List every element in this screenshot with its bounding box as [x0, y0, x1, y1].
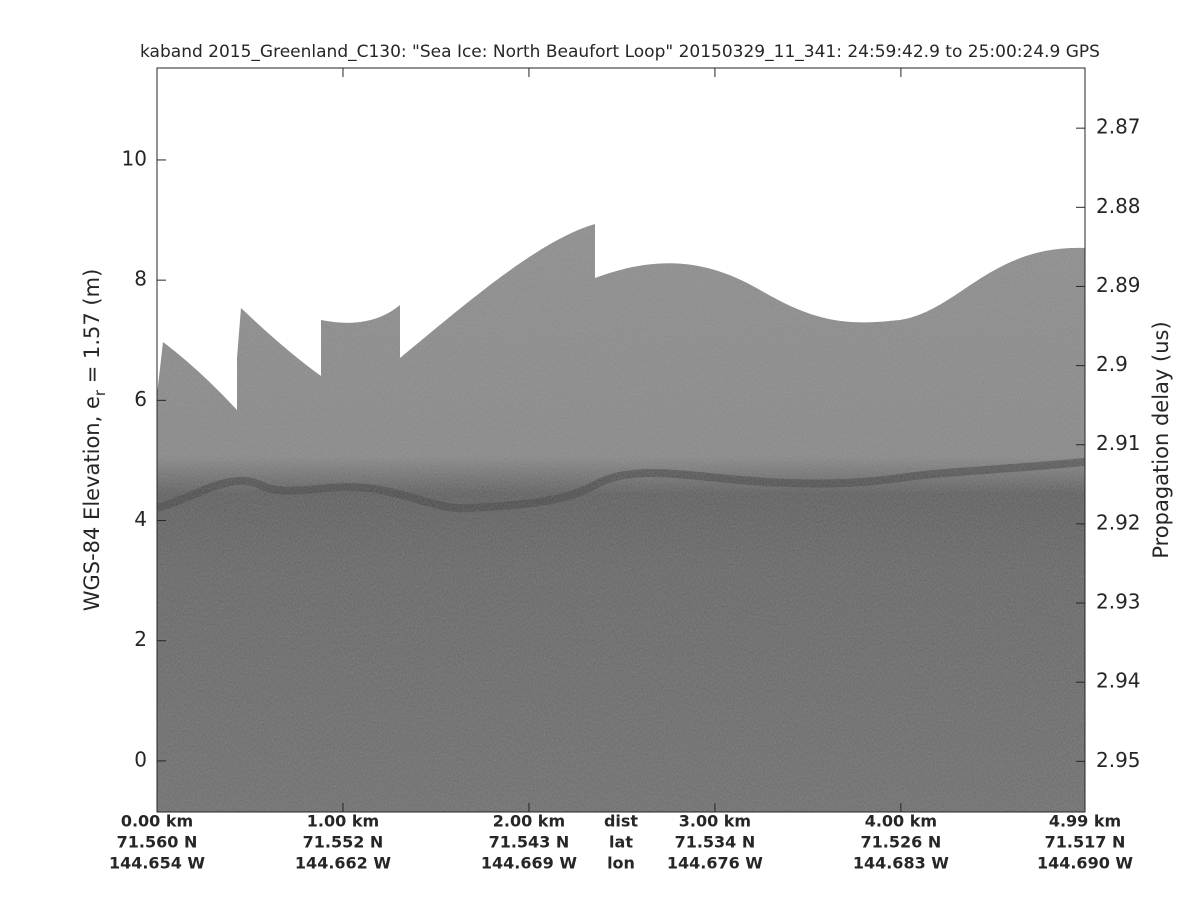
- y2-tick-label: 2.91: [1096, 431, 1141, 455]
- y2-axis-label: Propagation delay (us): [1149, 321, 1173, 558]
- x-tick-lon: 144.669 W: [481, 854, 577, 873]
- x-tick-label: 4.99 km: [1049, 812, 1121, 831]
- y2-tick-label: 2.94: [1096, 669, 1141, 693]
- x-tick-label: 0.00 km: [121, 812, 193, 831]
- y-tick-label: 4: [134, 507, 147, 531]
- y-tick-label: 6: [134, 387, 147, 411]
- x-tick-label: 2.00 km: [493, 812, 565, 831]
- y2-tick-label: 2.87: [1096, 115, 1141, 139]
- y2-tick-label: 2.93: [1096, 590, 1141, 614]
- x-tick-label: 4.00 km: [865, 812, 937, 831]
- x-tick-lon: 144.654 W: [109, 854, 205, 873]
- y-label-text: WGS-84 Elevation, e: [80, 396, 104, 611]
- x-tick-lon: 144.676 W: [667, 854, 763, 873]
- y2-tick-label: 2.95: [1096, 748, 1141, 772]
- x-tick-lat: 71.526 N: [861, 833, 942, 852]
- y-tick-label: 10: [122, 146, 147, 170]
- x-tick-label: 3.00 km: [679, 812, 751, 831]
- y2-tick-label: 2.89: [1096, 273, 1141, 297]
- x-tick-lon: 144.690 W: [1037, 854, 1133, 873]
- y-tick-label: 8: [134, 267, 147, 291]
- x-tick-lat: 71.552 N: [303, 833, 384, 852]
- y-axis-label: WGS-84 Elevation, er = 1.57 (m): [80, 269, 109, 612]
- y2-tick-label: 2.88: [1096, 194, 1141, 218]
- x-tick-lon: 144.662 W: [295, 854, 391, 873]
- x-row-label: dist: [604, 812, 638, 831]
- y-label-subscript: r: [91, 389, 109, 396]
- x-row-label: lat: [609, 833, 633, 852]
- y-tick-label: 0: [134, 747, 147, 771]
- y-label-rest: = 1.57 (m): [80, 269, 104, 390]
- y2-tick-label: 2.9: [1096, 352, 1128, 376]
- x-tick-lon: 144.683 W: [853, 854, 949, 873]
- x-tick-lat: 71.560 N: [117, 833, 198, 852]
- y2-tick-label: 2.92: [1096, 510, 1141, 534]
- axes-frame: [156, 67, 1086, 813]
- x-row-label: lon: [607, 854, 635, 873]
- chart-title: kaband 2015_Greenland_C130: "Sea Ice: No…: [140, 42, 1100, 62]
- x-tick-lat: 71.517 N: [1045, 833, 1126, 852]
- y-tick-label: 2: [134, 627, 147, 651]
- x-tick-lat: 71.534 N: [675, 833, 756, 852]
- x-tick-label: 1.00 km: [307, 812, 379, 831]
- x-tick-lat: 71.543 N: [489, 833, 570, 852]
